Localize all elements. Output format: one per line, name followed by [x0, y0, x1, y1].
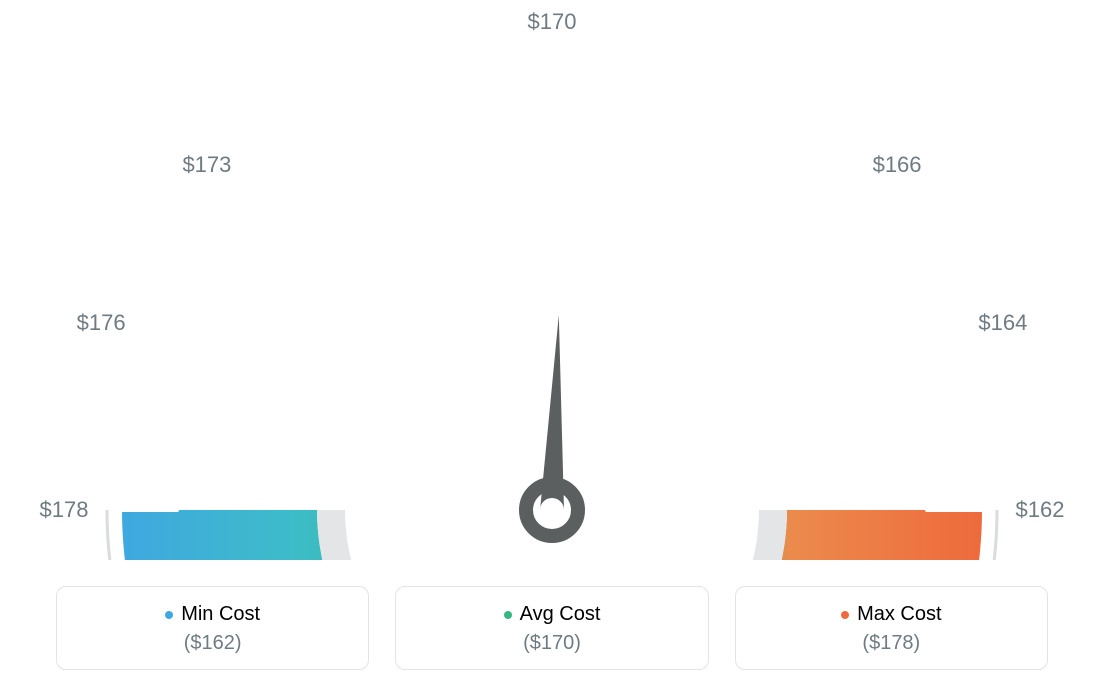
gauge-tick-label: $166 — [873, 152, 922, 178]
legend-card-min: Min Cost ($162) — [56, 586, 369, 670]
legend-row: Min Cost ($162) Avg Cost ($170) Max Cost… — [0, 586, 1104, 670]
legend-value-max: ($178) — [746, 632, 1037, 655]
gauge-tick-label: $176 — [77, 310, 126, 336]
gauge-tick-label: $162 — [1016, 497, 1065, 523]
legend-card-avg: Avg Cost ($170) — [395, 586, 708, 670]
gauge-tick-label: $178 — [40, 497, 89, 523]
legend-title-avg: Avg Cost — [520, 603, 601, 626]
legend-value-avg: ($170) — [406, 632, 697, 655]
legend-dot-max — [841, 611, 849, 619]
legend-dot-min — [165, 611, 173, 619]
legend-card-max: Max Cost ($178) — [735, 586, 1048, 670]
legend-title-max: Max Cost — [857, 603, 941, 626]
legend-dot-avg — [504, 611, 512, 619]
gauge-tick-label: $173 — [182, 152, 231, 178]
legend-value-min: ($162) — [67, 632, 358, 655]
gauge-tick-label: $170 — [528, 9, 577, 35]
gauge-chart: $162 $164 $166 $170 $173 $176 $178 — [0, 0, 1104, 560]
legend-title-min: Min Cost — [181, 603, 260, 626]
gauge-tick-label: $164 — [978, 310, 1027, 336]
cost-gauge-widget: $162 $164 $166 $170 $173 $176 $178 Min Cost ($… — [0, 0, 1104, 690]
